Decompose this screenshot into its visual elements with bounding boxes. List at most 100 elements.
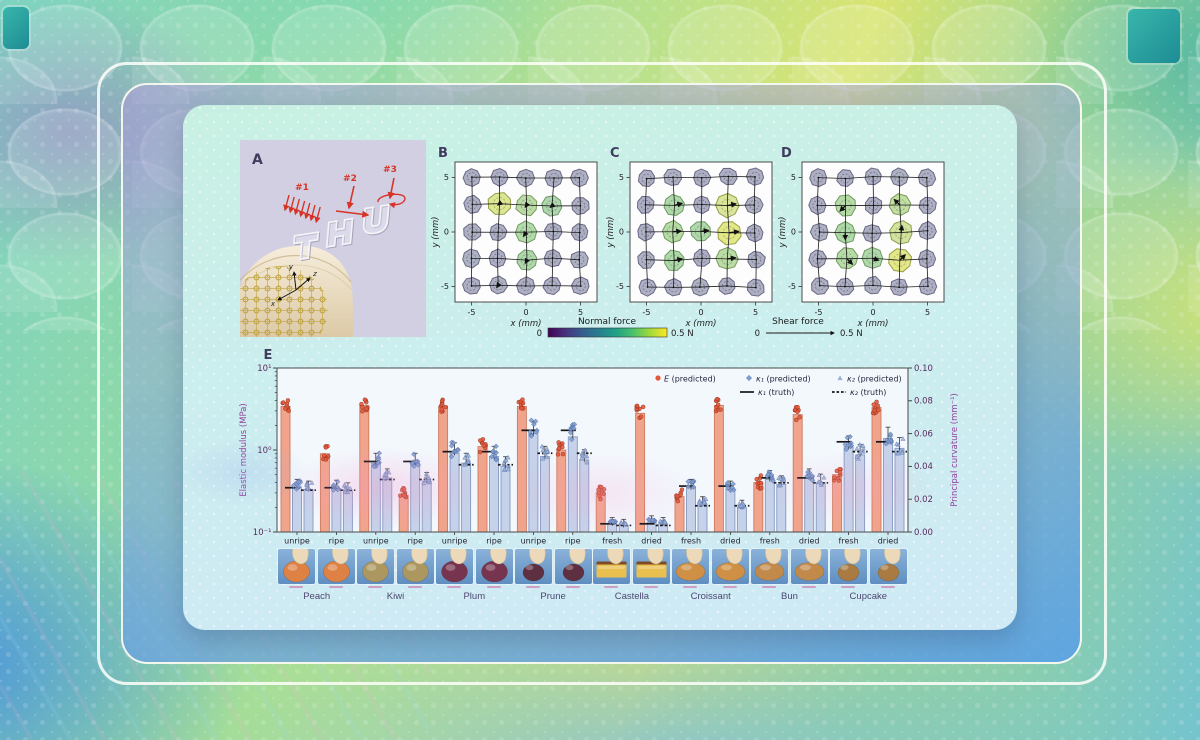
bar-kappa1: [843, 446, 854, 533]
scale-bar: [368, 586, 382, 588]
svg-text:ripe: ripe: [565, 537, 581, 546]
tactile-panel-b: B -5 -5 0 0 5 5 x (mm) y (mm): [431, 146, 598, 329]
bar-kappa2: [776, 483, 787, 533]
food-photo-kiwi-unripe: [357, 549, 394, 584]
scale-bar: [289, 586, 304, 588]
food-photo-peach-ripe: [318, 549, 356, 584]
food-photo-croissant-dried: [712, 549, 750, 584]
shear-force-legend: Shear force 0 0.5 N: [755, 317, 863, 339]
bar-elastic-modulus: [635, 412, 646, 533]
svg-text:5: 5: [578, 308, 583, 317]
shear-arrow: [674, 256, 684, 263]
svg-text:A: A: [252, 152, 263, 168]
bar-group-peach-unripe: [280, 398, 316, 533]
svg-text:0: 0: [791, 228, 796, 237]
shear-arrow: [674, 201, 684, 208]
bar-elastic-modulus: [871, 407, 882, 533]
svg-text:0: 0: [444, 228, 449, 237]
svg-text:10¹: 10¹: [257, 364, 271, 374]
svg-text:0: 0: [523, 308, 528, 317]
bar-kappa2: [382, 477, 393, 533]
svg-text:C: C: [610, 146, 620, 161]
svg-text:0: 0: [537, 329, 542, 339]
tactile-svg: B -5 -5 0 0 5 5 x (mm) y (mm) C -5 -5 0 0 5 5 x (mm) y (m…: [431, 146, 945, 339]
svg-text:5: 5: [619, 173, 624, 182]
bar-elastic-modulus: [556, 449, 567, 533]
bar-kappa1: [725, 488, 736, 533]
food-name-label: Prune: [540, 591, 566, 602]
food-photo-prune-unripe: [514, 549, 552, 584]
svg-text:E (predicted): E (predicted): [664, 375, 716, 384]
svg-text:0.10: 0.10: [914, 364, 933, 374]
svg-text:ripe: ripe: [407, 537, 423, 546]
svg-text:5: 5: [791, 173, 796, 182]
svg-text:0.00: 0.00: [914, 528, 933, 538]
svg-text:5: 5: [444, 173, 449, 182]
shear-arrow: [522, 230, 529, 238]
bar-kappa2: [736, 506, 747, 533]
food-photo-castella-fresh: [593, 549, 631, 584]
bar-kappa1: [686, 487, 696, 533]
food-photo-prune-ripe: [554, 549, 592, 584]
tactile-panel-c: C -5 -5 0 0 5 5 x (mm) y (mm): [606, 146, 773, 329]
bar-group-prune-unripe: [516, 397, 553, 533]
shear-arrow: [727, 255, 737, 262]
shear-arrow: [872, 256, 880, 262]
svg-text:x (mm): x (mm): [685, 319, 717, 329]
bar-kappa1: [489, 456, 499, 533]
bar-kappa1: [410, 462, 421, 533]
svg-text:0: 0: [698, 308, 703, 317]
scale-bar: [565, 586, 580, 588]
bar-elastic-modulus: [713, 404, 724, 533]
bar-kappa2: [461, 462, 472, 533]
svg-text:ripe: ripe: [486, 537, 502, 546]
shear-arrow: [496, 281, 502, 289]
svg-text:κ₁ (truth): κ₁ (truth): [758, 388, 794, 397]
bar-elastic-modulus: [516, 405, 527, 533]
bar-elastic-modulus: [832, 474, 843, 533]
food-photo-peach-unripe: [278, 549, 316, 584]
svg-text:dried: dried: [720, 537, 741, 546]
svg-text:κ₂ (predicted): κ₂ (predicted): [847, 375, 902, 384]
shear-arrow: [893, 198, 901, 206]
scale-bar: [408, 586, 422, 588]
bar-kappa1: [567, 436, 578, 533]
food-photo-kiwi-ripe: [397, 549, 434, 584]
bar-elastic-modulus: [359, 404, 370, 533]
svg-text:10⁰: 10⁰: [257, 446, 272, 456]
tactile-panel-d: D -5 -5 0 0 5 5 x (mm) y (mm): [778, 146, 945, 329]
food-name-label: Kiwi: [386, 591, 405, 602]
normal-force-colorbar: Normal force 0 0.5 N: [537, 317, 694, 339]
svg-text:dried: dried: [878, 537, 899, 546]
bar-group-croissant-fresh: [674, 478, 710, 533]
tactile-force-maps: B -5 -5 0 0 5 5 x (mm) y (mm) C -5 -5 0 0 5 5 x (mm) y (m…: [430, 138, 955, 350]
right-axis: 0.00 0.02 0.04 0.06 0.08 0.10 Principal curvat…: [908, 364, 960, 538]
svg-text:x (mm): x (mm): [510, 319, 542, 329]
bar-group-croissant-dried: [713, 396, 750, 533]
food-photo-bun-dried: [791, 549, 828, 584]
bar-kappa1: [292, 487, 302, 533]
bar-kappa2: [855, 454, 866, 533]
svg-text:y (mm): y (mm): [778, 217, 788, 249]
bar-kappa1: [804, 477, 815, 533]
svg-text:5: 5: [753, 308, 758, 317]
svg-text:Elastic modulus (MPa): Elastic modulus (MPa): [239, 403, 249, 497]
svg-text:x (mm): x (mm): [857, 319, 889, 329]
svg-text:z: z: [312, 270, 317, 278]
xyz-axes: x y z: [270, 263, 317, 308]
bar-kappa1: [764, 479, 775, 533]
bar-kappa2: [421, 480, 432, 533]
food-name-label: Peach: [303, 591, 331, 602]
svg-text:y: y: [288, 263, 294, 271]
svg-text:-5: -5: [616, 282, 624, 291]
modulus-curvature-chart: E 10⁻¹ 10⁰ 10¹ Elastic modulus (MPa) 0.00 0.02…: [233, 346, 967, 550]
bar-kappa2: [500, 465, 511, 533]
svg-text:#2: #2: [343, 174, 357, 184]
bar-kappa1: [331, 488, 342, 533]
svg-text:-5: -5: [468, 308, 476, 317]
bar-group-peach-ripe: [319, 444, 356, 533]
shear-arrow: [700, 228, 710, 234]
scale-bar: [723, 586, 738, 588]
shear-arrow: [846, 258, 854, 265]
